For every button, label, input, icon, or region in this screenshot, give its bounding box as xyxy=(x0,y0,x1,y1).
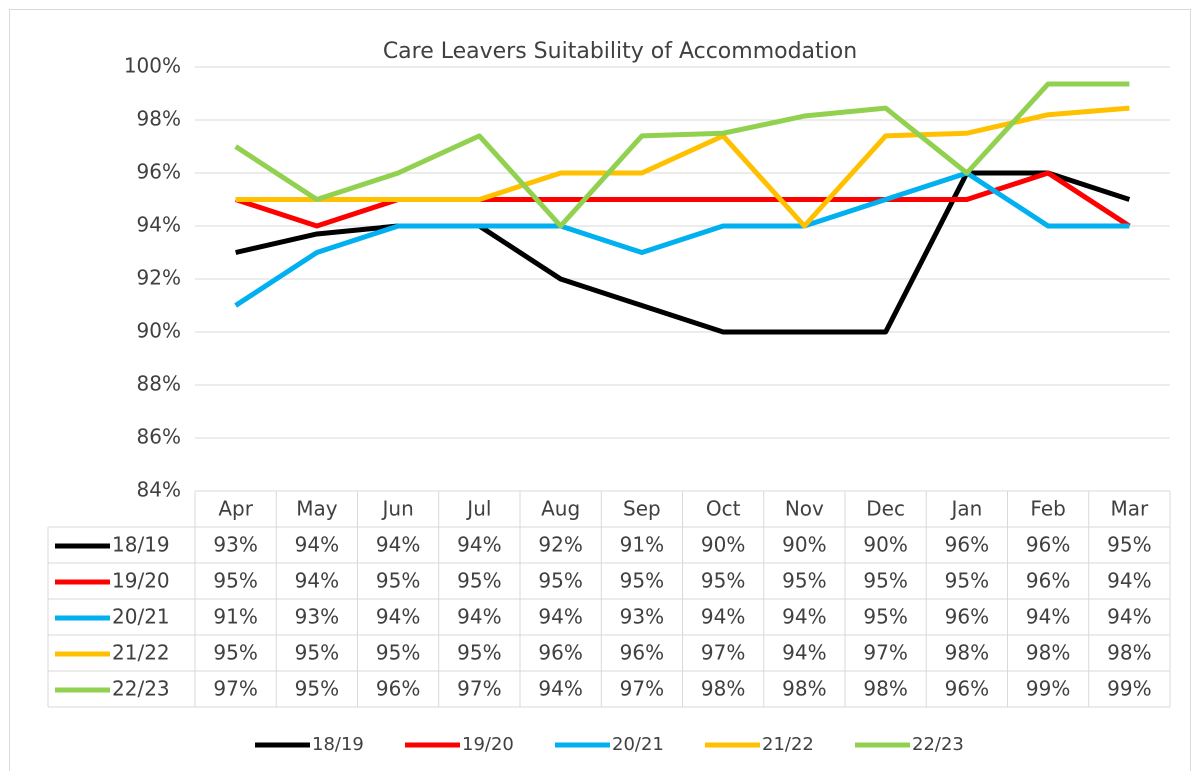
legend-label: 19/20 xyxy=(462,734,514,755)
table-cell: 94% xyxy=(782,641,826,665)
x-tick-label: Oct xyxy=(706,497,741,521)
table-cell: 97% xyxy=(701,641,745,665)
x-tick-label: Apr xyxy=(218,497,253,521)
table-cell: 97% xyxy=(863,641,907,665)
table-cell: 96% xyxy=(538,641,582,665)
table-cell: 95% xyxy=(376,569,420,593)
table-cell: 98% xyxy=(1026,641,1070,665)
table-series-name: 19/20 xyxy=(112,569,170,593)
x-tick-label: Sep xyxy=(623,497,661,521)
table-cell: 94% xyxy=(701,605,745,629)
x-tick-label: Dec xyxy=(866,497,905,521)
table-series-name: 18/19 xyxy=(112,533,170,557)
chart-title: Care Leavers Suitability of Accommodatio… xyxy=(383,39,857,64)
table-cell: 94% xyxy=(376,533,420,557)
table-cell: 95% xyxy=(538,569,582,593)
table-series-name: 21/22 xyxy=(112,641,170,665)
table-cell: 94% xyxy=(1026,605,1070,629)
table-cell: 94% xyxy=(295,569,339,593)
table-cell: 96% xyxy=(1026,569,1070,593)
table-cell: 97% xyxy=(213,677,257,701)
table-cell: 95% xyxy=(863,605,907,629)
table-cell: 95% xyxy=(457,641,501,665)
y-tick-label: 96% xyxy=(137,160,181,184)
table-cell: 94% xyxy=(457,533,501,557)
table-cell: 96% xyxy=(945,533,989,557)
legend-label: 21/22 xyxy=(762,734,814,755)
table-cell: 91% xyxy=(213,605,257,629)
y-tick-label: 84% xyxy=(137,478,181,502)
table-cell: 95% xyxy=(863,569,907,593)
legend-label: 20/21 xyxy=(612,734,664,755)
table-cell: 94% xyxy=(1107,569,1151,593)
table-cell: 96% xyxy=(945,605,989,629)
legend-label: 22/23 xyxy=(912,734,964,755)
x-tick-label: Mar xyxy=(1111,497,1150,521)
table-cell: 95% xyxy=(295,641,339,665)
table-cell: 91% xyxy=(620,533,664,557)
x-tick-label: Nov xyxy=(785,497,824,521)
table-cell: 94% xyxy=(782,605,826,629)
y-tick-label: 94% xyxy=(137,213,181,237)
table-cell: 98% xyxy=(1107,641,1151,665)
table-series-name: 22/23 xyxy=(112,677,170,701)
table-cell: 98% xyxy=(945,641,989,665)
x-tick-label: Jul xyxy=(465,497,491,521)
table-cell: 97% xyxy=(620,677,664,701)
table-cell: 92% xyxy=(538,533,582,557)
series-line xyxy=(234,170,1131,229)
table-cell: 95% xyxy=(376,641,420,665)
table-cell: 95% xyxy=(295,677,339,701)
y-tick-label: 98% xyxy=(137,107,181,131)
x-tick-label: Aug xyxy=(541,497,580,521)
y-tick-label: 88% xyxy=(137,372,181,396)
x-tick-label: May xyxy=(296,497,338,521)
table-cell: 90% xyxy=(701,533,745,557)
table-cell: 95% xyxy=(213,641,257,665)
table-cell: 94% xyxy=(457,605,501,629)
x-tick-label: Jan xyxy=(949,497,982,521)
table-series-name: 20/21 xyxy=(112,605,170,629)
table-cell: 98% xyxy=(863,677,907,701)
table-cell: 90% xyxy=(863,533,907,557)
series-line xyxy=(235,105,1130,229)
table-cell: 95% xyxy=(1107,533,1151,557)
table-cell: 95% xyxy=(945,569,989,593)
chart-border xyxy=(9,9,1191,771)
table-cell: 96% xyxy=(620,641,664,665)
series-line xyxy=(235,170,1131,335)
table-cell: 99% xyxy=(1107,677,1151,701)
y-tick-label: 92% xyxy=(137,266,181,290)
table-cell: 95% xyxy=(701,569,745,593)
table-cell: 93% xyxy=(213,533,257,557)
legend-label: 18/19 xyxy=(312,734,364,755)
table-cell: 98% xyxy=(782,677,826,701)
table-cell: 93% xyxy=(620,605,664,629)
table-cell: 95% xyxy=(620,569,664,593)
table-cell: 96% xyxy=(1026,533,1070,557)
y-tick-label: 86% xyxy=(137,425,181,449)
table-cell: 99% xyxy=(1026,677,1070,701)
x-tick-label: Jun xyxy=(381,497,414,521)
table-cell: 94% xyxy=(1107,605,1151,629)
y-tick-label: 100% xyxy=(124,54,181,78)
x-tick-label: Feb xyxy=(1030,497,1065,521)
table-cell: 96% xyxy=(945,677,989,701)
table-cell: 94% xyxy=(376,605,420,629)
table-cell: 90% xyxy=(782,533,826,557)
table-cell: 96% xyxy=(376,677,420,701)
series-line xyxy=(234,170,1130,308)
table-cell: 93% xyxy=(295,605,339,629)
y-tick-label: 90% xyxy=(137,319,181,343)
table-cell: 95% xyxy=(213,569,257,593)
table-cell: 95% xyxy=(782,569,826,593)
table-cell: 97% xyxy=(457,677,501,701)
table-cell: 94% xyxy=(295,533,339,557)
table-cell: 95% xyxy=(457,569,501,593)
table-cell: 94% xyxy=(538,677,582,701)
table-cell: 98% xyxy=(701,677,745,701)
table-cell: 94% xyxy=(538,605,582,629)
series-line xyxy=(234,81,1130,229)
